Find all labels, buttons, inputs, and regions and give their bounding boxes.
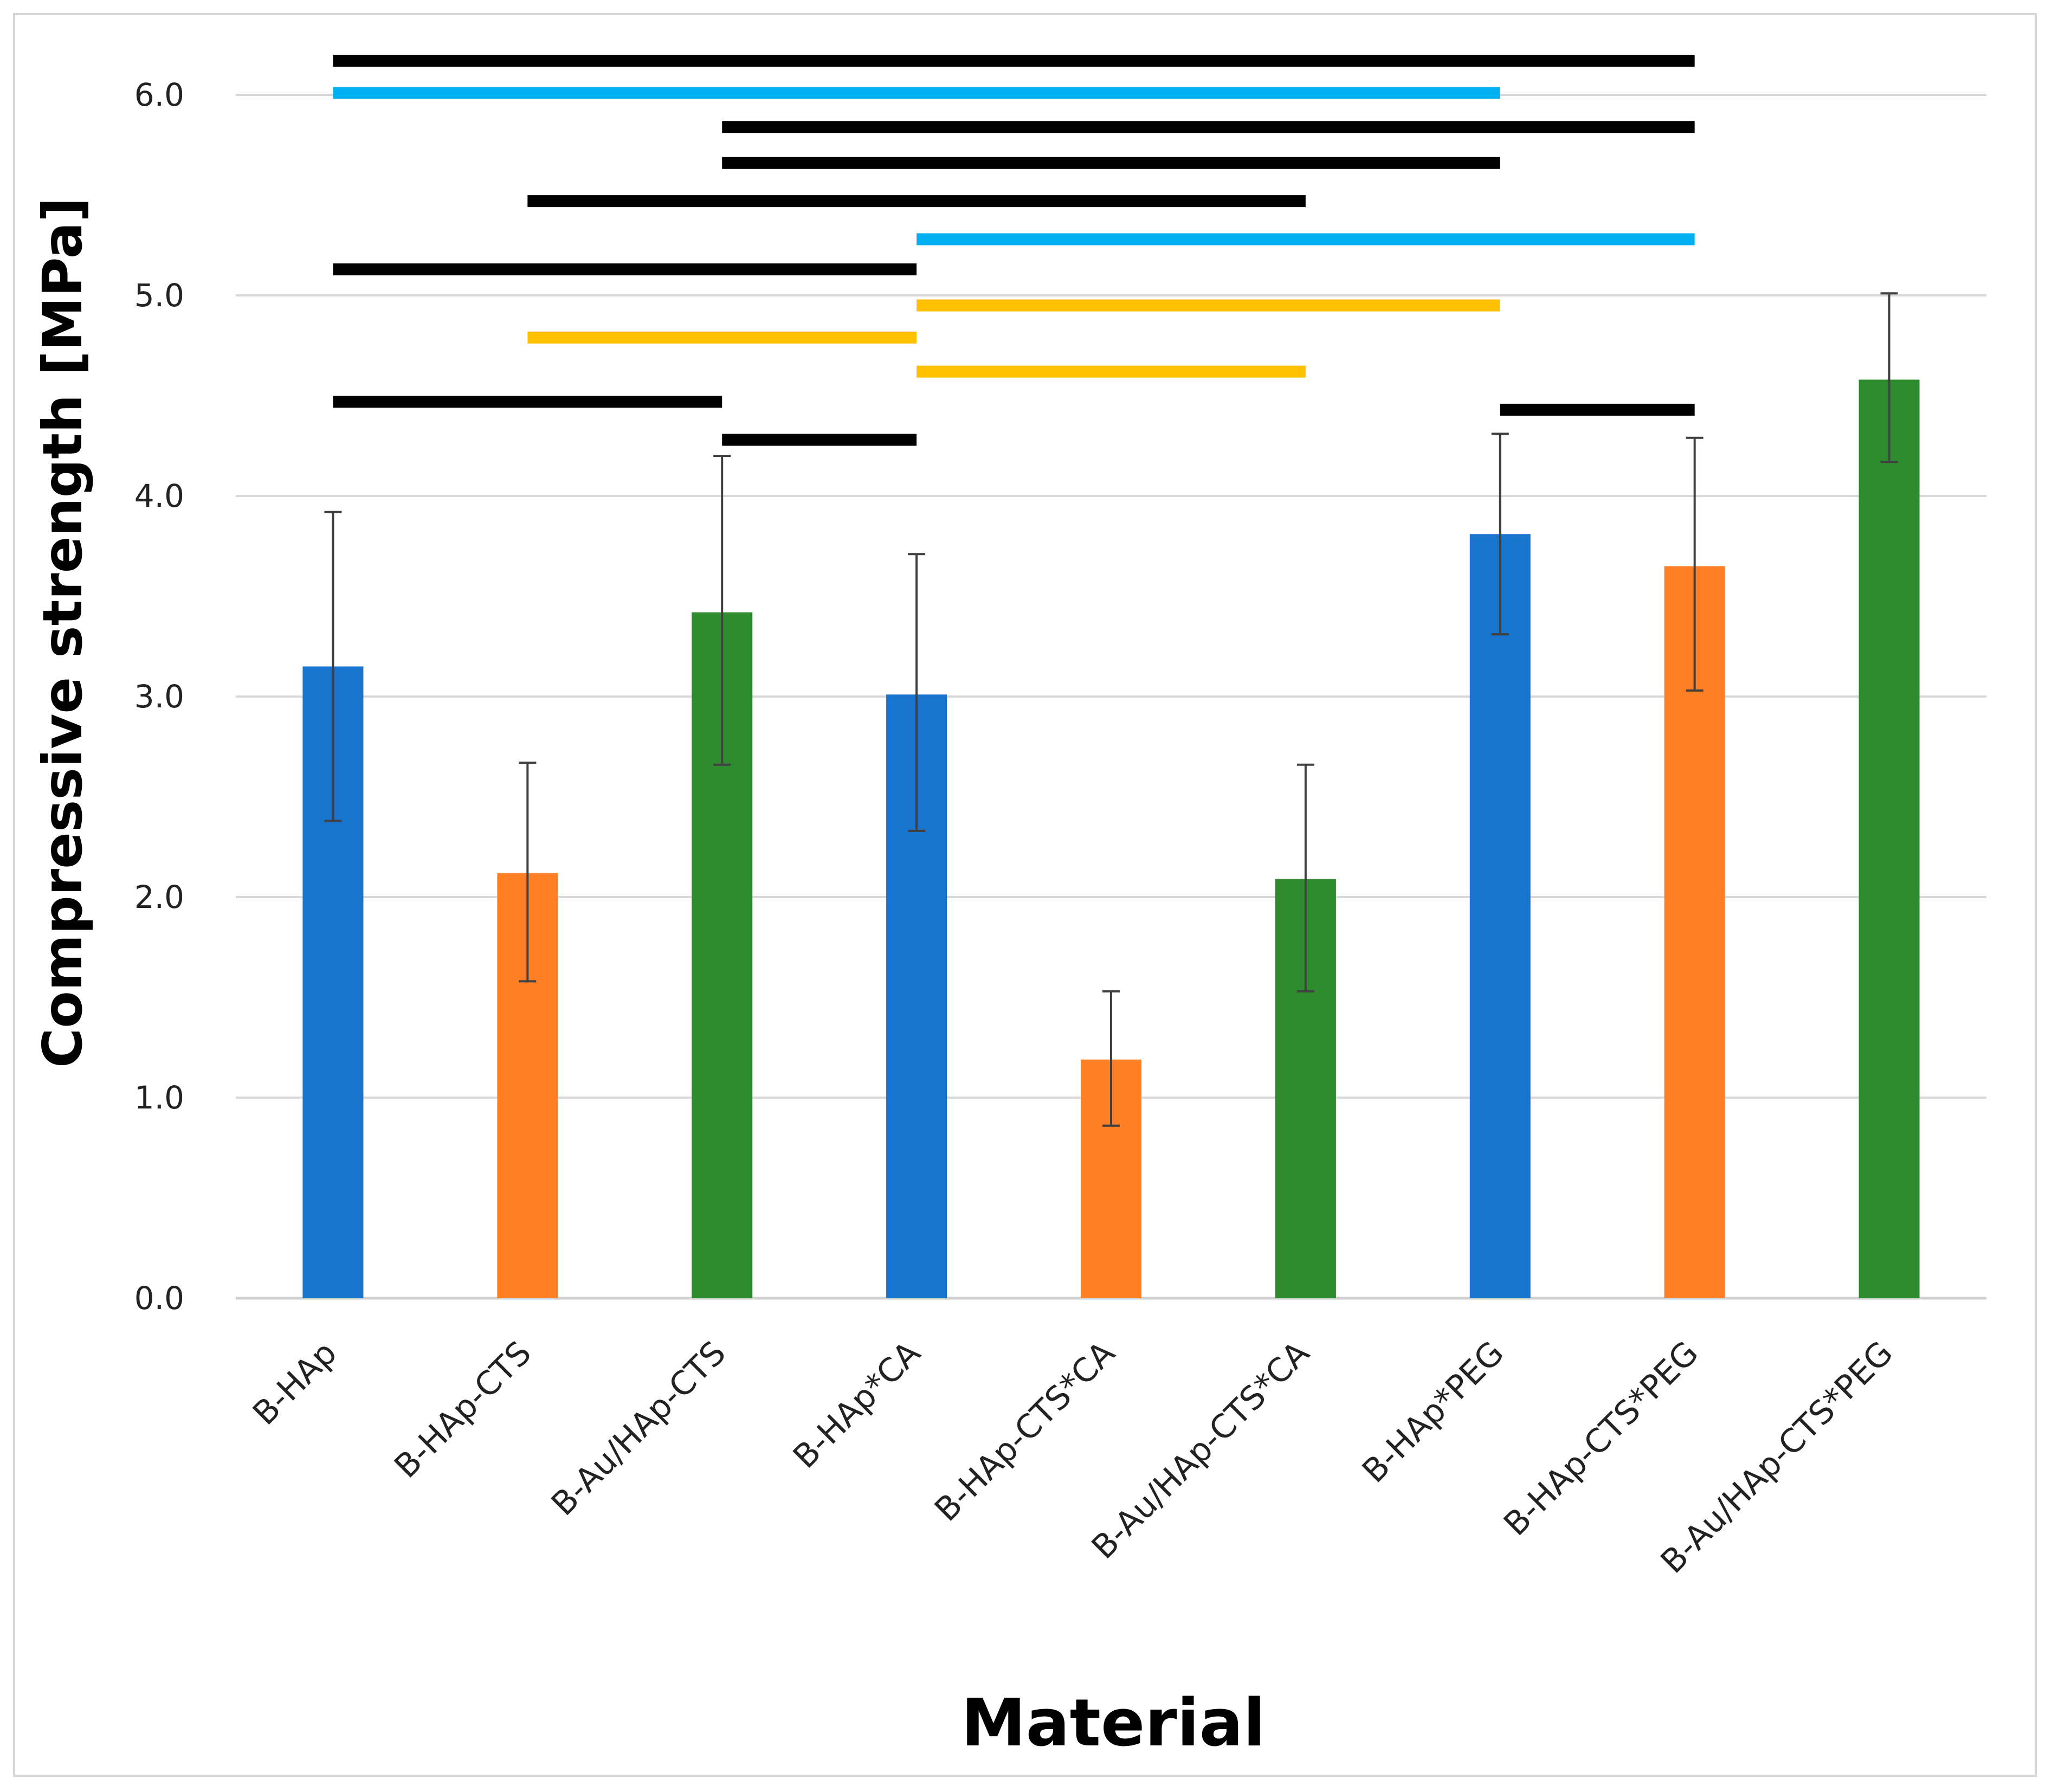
y-tick-label: 6.0 (134, 76, 184, 113)
y-tick-label: 2.0 (134, 879, 184, 916)
x-tick-label: B-HAp (246, 1334, 344, 1433)
x-tick-label: B-HAp-CTS (387, 1334, 539, 1486)
x-tick-label: B-Au/HAp-CTS (544, 1334, 733, 1523)
y-tick-label: 1.0 (134, 1079, 184, 1116)
bars (302, 379, 1920, 1298)
x-tick-label: B-HAp-CTS*PEG (1496, 1334, 1706, 1543)
x-tick-label: B-HAp*PEG (1355, 1334, 1511, 1490)
x-axis-title: Material (961, 1686, 1266, 1761)
x-tick-label: B-Au/HAp-CTS*CA (1085, 1334, 1317, 1567)
y-tick-label: 0.0 (134, 1280, 184, 1317)
y-axis-title: Compressive strength [MPa] (31, 197, 94, 1068)
y-tick-label: 3.0 (134, 678, 184, 715)
significance-bars (333, 55, 1695, 446)
y-tick-label: 4.0 (134, 478, 184, 514)
x-tick-label: B-HAp*CA (786, 1334, 928, 1476)
bar (1859, 379, 1920, 1298)
error-bars (324, 292, 1898, 1127)
y-tick-label: 5.0 (134, 277, 184, 314)
y-axis-ticks: 0.0 1.0 2.0 3.0 4.0 5.0 6.0 (134, 76, 184, 1317)
x-tick-label: B-HAp-CTS*CA (927, 1334, 1122, 1529)
bar (1469, 534, 1531, 1298)
x-axis-category-labels: B-HAp B-HAp-CTS B-Au/HAp-CTS B-HAp*CA B-HAp-… (246, 1334, 1900, 1581)
